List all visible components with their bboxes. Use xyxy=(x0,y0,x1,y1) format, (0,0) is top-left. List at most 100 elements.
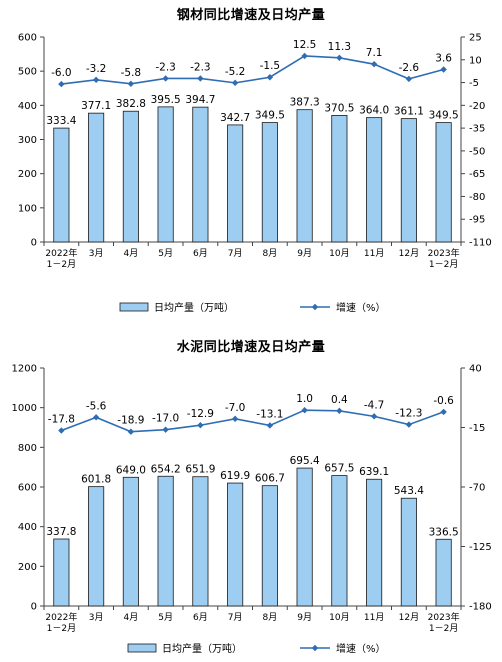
bar xyxy=(296,109,313,243)
x-axis-tick-label: 8月 xyxy=(263,248,278,259)
bar-value-label: 654.2 xyxy=(151,463,181,475)
growth-point xyxy=(266,422,274,429)
bar xyxy=(366,478,383,607)
bar-value-label: 394.7 xyxy=(185,94,215,106)
growth-value-label: 12.5 xyxy=(293,39,316,51)
right-axis-tick-label: -35 xyxy=(469,124,485,135)
bar-value-label: 342.7 xyxy=(220,112,250,124)
cement-chart-plot: 0 200 400 600 800 1000 1200 40 -15 -70 -125 -180 202… xyxy=(12,364,492,656)
bar xyxy=(122,476,139,607)
x-axis-tick-label: 3月 xyxy=(89,612,104,623)
cement-chart: 水泥同比增速及日均产量 0 200 400 600 800 1000 1200 40 -15 -7… xyxy=(0,330,502,662)
left-axis-tick-label: 800 xyxy=(18,443,37,454)
left-axis-tick-label: 1000 xyxy=(12,403,37,414)
bar xyxy=(157,475,174,607)
bar-value-label: 333.4 xyxy=(46,115,76,127)
right-axis-tick-label: -50 xyxy=(469,146,485,157)
x-axis-tick-label: 12月 xyxy=(399,248,419,259)
bar xyxy=(192,106,209,243)
growth-value-label: -5.8 xyxy=(121,67,142,79)
bar xyxy=(88,486,105,607)
bar-value-label: 387.3 xyxy=(290,97,320,109)
bar xyxy=(331,475,348,607)
growth-value-label: -17.8 xyxy=(48,414,75,426)
growth-value-label: -2.6 xyxy=(399,62,420,74)
bar xyxy=(366,117,383,243)
left-axis-tick-label: 400 xyxy=(18,101,37,112)
right-axis-tick-label: -70 xyxy=(469,483,485,494)
cement-chart-title: 水泥同比增速及日均产量 xyxy=(176,340,326,355)
bar-value-label: 657.5 xyxy=(324,463,354,475)
growth-point xyxy=(127,80,135,87)
bar-value-label: 651.9 xyxy=(185,464,215,476)
growth-value-label: -5.6 xyxy=(86,400,107,412)
x-axis-tick-label: 1－2月 xyxy=(429,623,458,634)
growth-value-label: -2.3 xyxy=(155,61,176,73)
left-axis-tick-label: 0 xyxy=(31,238,37,249)
x-axis-tick-label: 1－2月 xyxy=(47,259,76,270)
x-axis-tick-label: 2023年 xyxy=(428,611,460,623)
bar xyxy=(435,122,452,243)
growth-value-label: -5.2 xyxy=(225,66,246,78)
bar-value-label: 349.5 xyxy=(429,110,459,122)
legend-line-marker xyxy=(311,303,319,311)
bar xyxy=(400,118,417,243)
x-axis-tick-label: 8月 xyxy=(263,612,278,623)
bar-value-label: 370.5 xyxy=(324,102,354,114)
x-axis-tick-label: 12月 xyxy=(399,612,419,623)
x-axis-tick-label: 4月 xyxy=(124,612,139,623)
bar-value-label: 361.1 xyxy=(394,106,424,118)
legend-bar-label: 日均产量（万吨） xyxy=(162,642,242,655)
growth-value-label: -12.9 xyxy=(187,408,214,420)
bar-value-label: 639.1 xyxy=(359,466,389,478)
legend-line-marker xyxy=(311,644,319,652)
bar-value-label: 601.8 xyxy=(81,474,111,486)
steel-chart: 钢材同比增速及日均产量 0 100 200 300 400 500 600 25 10 -5 -20… xyxy=(0,0,502,330)
bar xyxy=(88,112,105,243)
growth-point xyxy=(370,413,378,420)
bar-value-label: 606.7 xyxy=(255,473,285,485)
bar-value-label: 382.8 xyxy=(116,98,146,110)
growth-point xyxy=(162,426,169,433)
right-axis-tick-label: -80 xyxy=(469,192,485,203)
bar xyxy=(331,115,348,243)
left-axis-tick-label: 600 xyxy=(18,483,37,494)
x-axis-tick-label: 11月 xyxy=(364,612,384,623)
bar-value-label: 649.0 xyxy=(116,464,146,476)
x-axis-tick-label: 1－2月 xyxy=(429,259,458,270)
growth-point xyxy=(92,76,100,84)
x-axis-tick-label: 11月 xyxy=(364,248,384,259)
x-axis-tick-label: 5月 xyxy=(158,612,173,623)
legend-bar-label: 日均产量（万吨） xyxy=(154,301,234,314)
left-axis-tick-label: 500 xyxy=(18,67,37,78)
left-axis-tick-label: 100 xyxy=(18,203,37,214)
growth-point xyxy=(197,75,204,82)
right-axis-tick-label: -95 xyxy=(469,215,485,226)
x-axis-tick-label: 2022年 xyxy=(45,611,77,623)
x-axis-tick-label: 10月 xyxy=(329,248,349,259)
left-axis-tick-label: 200 xyxy=(18,169,37,180)
bar-value-label: 695.4 xyxy=(290,455,320,467)
left-axis-tick-label: 600 xyxy=(18,33,37,44)
growth-value-label: -1.5 xyxy=(260,60,281,72)
x-axis-tick-label: 6月 xyxy=(193,248,208,259)
x-axis-tick-label: 1－2月 xyxy=(47,623,76,634)
right-axis-tick-label: -110 xyxy=(469,238,492,249)
growth-value-label: 7.1 xyxy=(366,47,383,59)
growth-value-label: -2.3 xyxy=(190,61,211,73)
growth-point xyxy=(301,52,308,60)
growth-point xyxy=(440,66,447,73)
x-axis-tick-label: 3月 xyxy=(89,248,104,259)
x-axis-tick-label: 7月 xyxy=(228,612,243,623)
growth-point xyxy=(231,415,239,423)
x-axis-tick-label: 10月 xyxy=(329,612,349,623)
growth-point xyxy=(197,422,204,429)
bar xyxy=(53,538,70,607)
x-axis-tick-label: 5月 xyxy=(158,248,173,259)
growth-point xyxy=(127,428,135,435)
right-axis-tick-label: 10 xyxy=(469,55,482,66)
growth-point xyxy=(231,79,239,87)
growth-point xyxy=(266,74,274,81)
growth-point xyxy=(92,414,100,421)
growth-point xyxy=(370,60,378,68)
